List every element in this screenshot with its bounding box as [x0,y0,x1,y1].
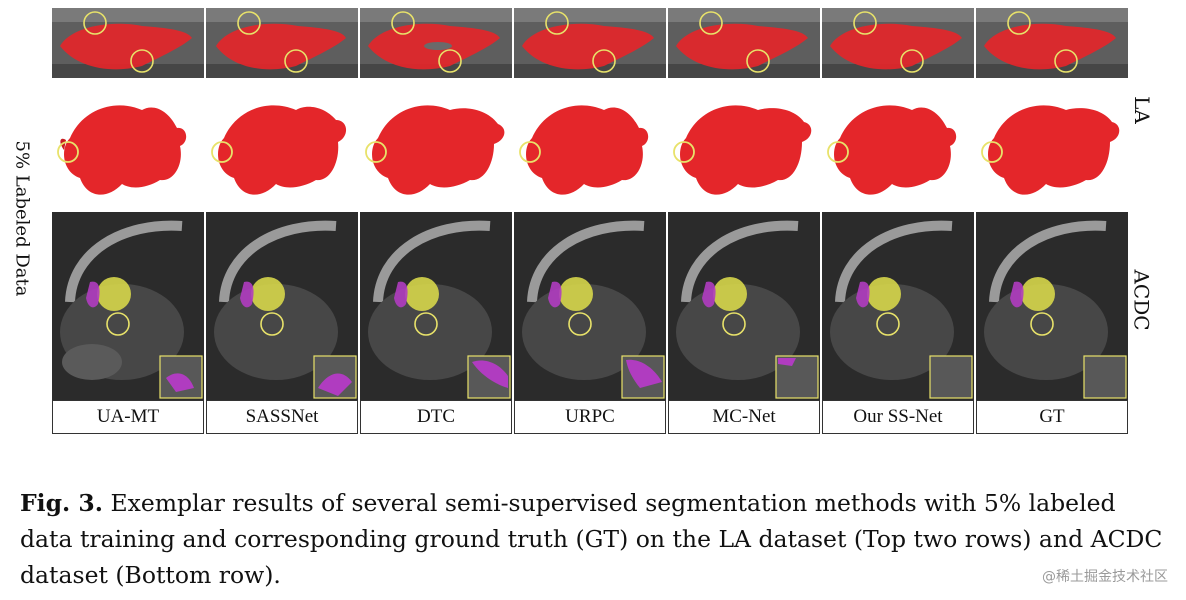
caption-text: Exemplar results of several semi-supervi… [20,489,1163,589]
left-row-label: 5% Labeled Data [2,138,42,298]
la-slice-image [668,8,820,78]
acdc-slice-image [976,212,1128,400]
acdc-slice-image [206,212,358,400]
la-slice-image [52,8,204,78]
method-column: Our SS-Net [822,8,974,434]
la-slice-image [206,8,358,78]
figure-caption: Fig. 3. Exemplar results of several semi… [20,485,1170,593]
la-slice-image [360,8,512,78]
method-label: UA-MT [52,400,204,434]
la-slice-image [514,8,666,78]
acdc-slice-image [514,212,666,400]
row-label-la: LA [1122,80,1162,140]
caption-label: Fig. 3. [20,489,103,517]
la-3d-render [360,80,512,212]
la-3d-render [206,80,358,212]
la-3d-render [52,80,204,212]
acdc-label: ACDC [1130,269,1154,331]
la-slice-image [822,8,974,78]
la-3d-render [976,80,1128,212]
results-figure: UA-MT [52,8,1128,434]
acdc-slice-image [668,212,820,400]
labeled-data-label: 5% Labeled Data [11,140,33,296]
method-label: MC-Net [668,400,820,434]
acdc-slice-image [822,212,974,400]
method-column: DTC [360,8,512,434]
method-label: SASSNet [206,400,358,434]
la-3d-render [822,80,974,212]
method-label: Our SS-Net [822,400,974,434]
method-label: GT [976,400,1128,434]
method-label: DTC [360,400,512,434]
watermark: @稀土掘金技术社区 [1042,569,1168,585]
method-column: URPC [514,8,666,434]
la-label: LA [1129,96,1154,124]
acdc-slice-image [360,212,512,400]
method-column: MC-Net [668,8,820,434]
method-label: URPC [514,400,666,434]
method-column: GT [976,8,1128,434]
la-3d-render [514,80,666,212]
row-label-acdc: ACDC [1122,269,1162,331]
acdc-slice-image [52,212,204,400]
method-column: SASSNet [206,8,358,434]
la-slice-image [976,8,1128,78]
la-3d-render [668,80,820,212]
method-column: UA-MT [52,8,204,434]
